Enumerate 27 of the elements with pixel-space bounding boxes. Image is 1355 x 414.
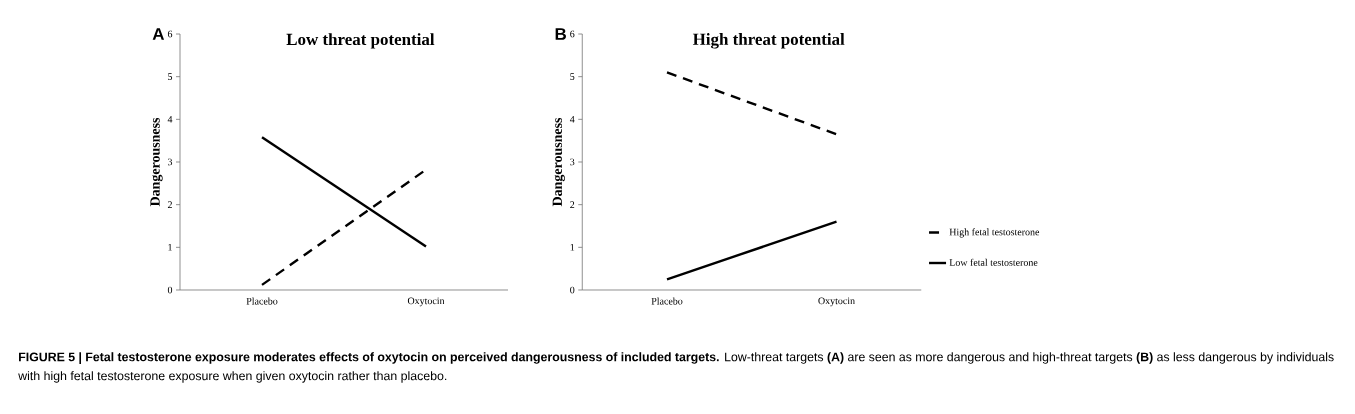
- y-tick-label: 4: [569, 116, 575, 123]
- x-tick-label: Placebo: [246, 297, 278, 305]
- x-tick-label: Oxytocin: [818, 297, 855, 307]
- text: FIGURE 5 | Fetal testosterone exposure moderates effects of oxytocin on perceived dangerousness of included targets. Low-threat targets (A) are seen as more dangerous and high-threat targets (B) as less dangerous by individuals with high fetal testosterone exposure when given oxytocin rather than placebo.: [18, 352, 1334, 383]
- text: B: [555, 28, 566, 40]
- y-tick-label: 5: [168, 73, 173, 80]
- chart-title: High threat potential: [692, 33, 845, 49]
- x-tick-label: Placebo: [651, 297, 683, 305]
- text: A: [152, 28, 165, 40]
- chart-title: Low threat potential: [286, 33, 435, 49]
- y-tick-label: 1: [570, 244, 575, 251]
- y-tick-label: 2: [167, 201, 172, 208]
- legend-label: Low fetal testosterone: [949, 258, 1038, 266]
- y-tick-label: 0: [167, 286, 173, 294]
- y-tick-label: 6: [570, 30, 575, 38]
- y-tick-label: 6: [167, 30, 173, 38]
- y-tick-label: 5: [570, 73, 575, 80]
- legend-label: High fetal testosterone: [949, 228, 1040, 238]
- y-tick-label: 0: [570, 286, 575, 294]
- y-axis-title: Dangerousness: [552, 117, 565, 207]
- y-axis-title: Dangerousness: [150, 117, 163, 207]
- y-tick-label: 2: [570, 201, 575, 208]
- y-tick-label: 3: [570, 158, 575, 166]
- y-tick-label: 3: [167, 158, 173, 166]
- y-tick-label: 1: [168, 244, 172, 251]
- y-tick-label: 4: [167, 116, 173, 123]
- x-tick-label: Oxytocin: [407, 297, 445, 307]
